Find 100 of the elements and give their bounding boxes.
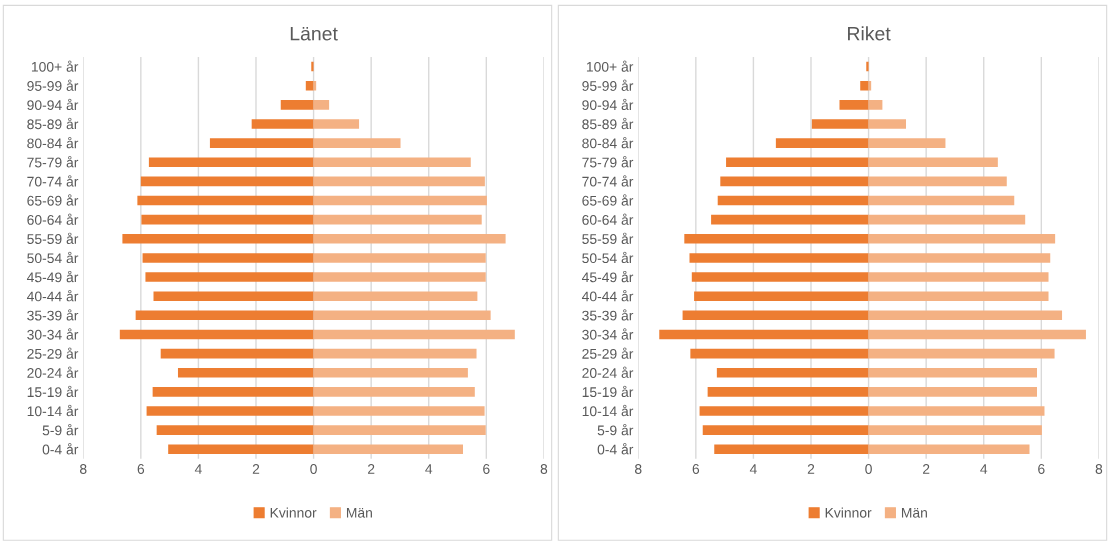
x-tick-label: 2	[922, 464, 930, 474]
y-tick-label: 95-99 år	[27, 79, 79, 91]
bar	[682, 310, 869, 321]
bar	[868, 214, 1026, 225]
bar	[313, 195, 487, 206]
bar	[142, 253, 314, 263]
bar	[313, 272, 486, 282]
bar	[168, 444, 314, 455]
bar	[868, 367, 1037, 378]
y-tick-label: 90-94 år	[582, 98, 634, 111]
bar	[868, 272, 1049, 282]
y-tick-label: 80-84 år	[27, 136, 79, 149]
bar	[209, 138, 314, 148]
bar	[691, 272, 869, 282]
bar	[152, 387, 314, 397]
bar	[305, 80, 314, 91]
bar	[156, 425, 314, 435]
x-tick-label: 4	[194, 464, 202, 474]
bar	[148, 157, 314, 168]
chart-title: Länet	[290, 26, 338, 41]
bar	[313, 138, 401, 148]
bar	[839, 100, 869, 110]
bar	[868, 406, 1045, 416]
x-tick-label: 0	[310, 464, 317, 474]
bar	[313, 348, 477, 359]
y-tick-label: 15-19 år	[582, 385, 634, 398]
bar	[313, 444, 463, 455]
bar	[868, 387, 1037, 397]
x-tick-label: 8	[634, 464, 642, 474]
bar	[313, 387, 475, 397]
x-tick-label: 6	[137, 464, 145, 474]
bar	[313, 100, 330, 110]
bar	[868, 100, 883, 110]
bar	[868, 425, 1042, 435]
y-tick-label: 10-14 år	[27, 404, 79, 417]
bar	[313, 176, 485, 187]
y-tick-label: 95-99 år	[582, 79, 634, 91]
bar	[141, 214, 314, 225]
bar	[868, 138, 946, 148]
legend-label: Kvinnor	[825, 507, 872, 518]
y-tick-label: 35-39 år	[27, 309, 79, 321]
y-tick-label: 60-64 år	[27, 213, 79, 225]
bar	[868, 119, 906, 129]
x-tick-label: 8	[79, 464, 87, 474]
bar	[313, 253, 486, 263]
legend-label: Män	[346, 508, 372, 518]
bar	[702, 425, 869, 435]
x-tick-label: 2	[807, 464, 815, 474]
bar	[251, 119, 314, 129]
x-tick-label: 8	[1095, 464, 1103, 474]
y-tick-label: 60-64 år	[582, 213, 634, 225]
bar	[153, 291, 314, 301]
bar	[160, 348, 314, 359]
y-tick-label: 30-34 år	[27, 328, 79, 340]
bar	[711, 214, 869, 225]
x-tick-label: 4	[749, 464, 757, 474]
bar	[868, 195, 1015, 206]
x-tick-label: 8	[540, 464, 548, 474]
y-tick-label: 45-49 år	[581, 270, 634, 283]
x-tick-label: 4	[980, 464, 988, 474]
bar	[811, 119, 869, 129]
y-tick-label: 70-74 år	[582, 175, 634, 187]
bar	[868, 234, 1056, 244]
bar	[866, 61, 869, 72]
bar	[146, 406, 314, 416]
y-tick-label: 50-54 år	[27, 251, 79, 264]
y-tick-label: 85-89 år	[582, 117, 634, 130]
y-tick-label: 100+ år	[31, 60, 79, 72]
bar	[868, 348, 1055, 359]
x-tick-label: 0	[865, 464, 872, 474]
bar	[716, 367, 869, 378]
bar	[140, 176, 314, 187]
y-tick-label: 45-49 år	[26, 270, 79, 283]
y-tick-label: 35-39 år	[582, 309, 634, 321]
bar	[694, 291, 869, 301]
bar	[313, 291, 478, 301]
bar	[177, 367, 314, 378]
bar	[720, 176, 869, 187]
bar	[313, 425, 486, 435]
chart-title: Riket	[848, 26, 891, 41]
bar	[714, 444, 869, 455]
bar	[313, 234, 506, 244]
bar	[868, 310, 1063, 321]
y-tick-label: 65-69 år	[582, 194, 634, 206]
y-tick-label: 40-44 år	[581, 290, 634, 302]
y-tick-label: 5-9 år	[42, 423, 79, 436]
y-tick-label: 20-24 år	[582, 366, 634, 378]
x-tick-label: 2	[367, 464, 375, 474]
bar	[868, 253, 1051, 263]
y-tick-label: 100+ år	[586, 60, 634, 72]
bar	[775, 138, 869, 148]
bar	[717, 195, 869, 206]
y-tick-label: 65-69 år	[27, 194, 79, 206]
bar	[313, 157, 471, 168]
y-tick-label: 90-94 år	[27, 98, 79, 111]
bar	[699, 406, 869, 416]
y-tick-label: 25-29 år	[582, 347, 634, 359]
bar	[684, 234, 869, 244]
y-tick-label: 0-4 år	[42, 443, 79, 455]
bar	[689, 253, 869, 263]
